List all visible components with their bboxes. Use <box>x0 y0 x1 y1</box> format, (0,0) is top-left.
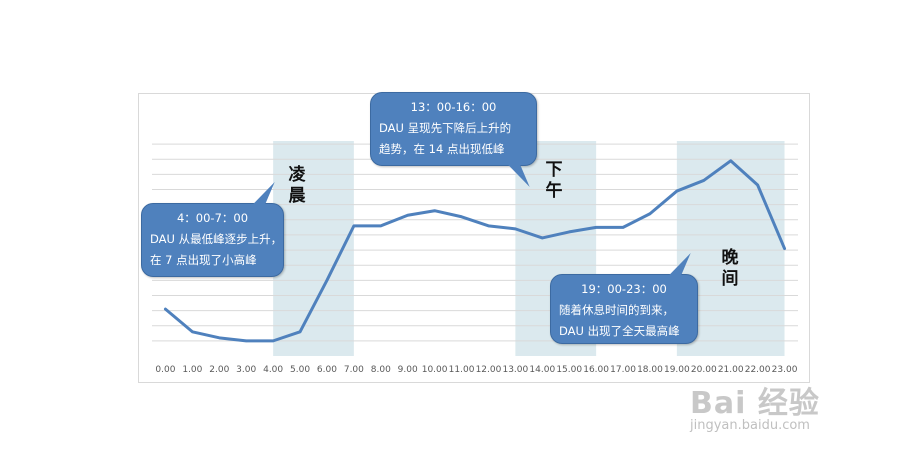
data-point <box>702 179 705 182</box>
data-point <box>594 226 598 229</box>
x-tick-label: 1.00 <box>182 365 202 375</box>
x-tick-label: 17.00 <box>610 365 636 375</box>
data-point <box>756 183 759 187</box>
data-point <box>325 279 329 282</box>
callout-evening: 19：00-23：00 随着休息时间的到来， DAU 出现了全天最高峰 <box>550 253 698 344</box>
callout-dawn-title: 4：00-7：00 <box>176 211 249 225</box>
x-tick-label: 22.00 <box>745 365 771 375</box>
x-tick-label: 14.00 <box>529 365 555 375</box>
x-tick-label: 7.00 <box>344 365 364 375</box>
data-point <box>433 209 436 212</box>
x-tick-label: 23.00 <box>772 365 798 375</box>
data-point <box>352 224 356 228</box>
band-label-evening: 晚间 <box>721 248 739 289</box>
callout-afternoon-line-1: DAU 呈现先下降后上升的 <box>379 121 512 135</box>
callout-evening-line-1: 随着休息时间的到来， <box>559 303 674 317</box>
data-point <box>298 330 302 333</box>
x-tick-label: 0.00 <box>155 365 175 375</box>
x-tick-label: 19.00 <box>664 365 690 375</box>
data-point <box>621 226 625 229</box>
data-point <box>514 227 517 231</box>
dau-series-line <box>163 159 787 343</box>
data-point <box>406 214 409 217</box>
callout-dawn: 4：00-7：00 DAU 从最低峰逐步上升， 在 7 点出现了小高峰 <box>141 182 284 277</box>
band-label-afternoon: 下午 <box>545 160 563 201</box>
x-tick-label: 16.00 <box>583 365 609 375</box>
data-point <box>460 215 463 218</box>
data-point <box>379 224 382 228</box>
x-tick-label: 11.00 <box>449 365 475 375</box>
x-tick-label: 2.00 <box>209 365 229 375</box>
x-tick-label: 5.00 <box>290 365 310 375</box>
x-tick-label: 4.00 <box>263 365 283 375</box>
x-tick-label: 20.00 <box>691 365 717 375</box>
x-tick-label: 15.00 <box>556 365 582 375</box>
callout-dawn-line-2: 在 7 点出现了小高峰 <box>150 253 257 267</box>
x-tick-label: 10.00 <box>422 365 448 375</box>
data-point <box>487 224 490 228</box>
x-tick-label: 12.00 <box>476 365 502 375</box>
callout-afternoon-line-2: 趋势，在 14 点出现低峰 <box>379 142 505 156</box>
data-point <box>675 189 679 193</box>
highlight-band-0 <box>273 141 354 356</box>
callout-afternoon-title: 13：00-16：00 <box>410 100 497 114</box>
x-tick-label: 3.00 <box>236 365 256 375</box>
data-point <box>541 236 544 240</box>
data-point <box>729 159 732 162</box>
x-tick-label: 18.00 <box>637 365 663 375</box>
x-tick-label: 9.00 <box>398 365 418 375</box>
data-point <box>271 339 275 343</box>
data-point <box>783 247 786 250</box>
callout-afternoon: 13：00-16：00 DAU 呈现先下降后上升的 趋势，在 14 点出现低峰 <box>370 92 537 187</box>
x-tick-label: 6.00 <box>317 365 337 375</box>
x-tick-label: 13.00 <box>502 365 528 375</box>
data-point <box>191 330 194 333</box>
data-point <box>568 230 571 234</box>
baidu-jingyan-watermark: Bai 经验 <box>690 386 820 421</box>
band-label-dawn: 凌晨 <box>288 165 306 206</box>
data-point <box>648 212 652 215</box>
watermark-url: jingyan.baidu.com <box>690 418 810 433</box>
data-point <box>164 307 167 311</box>
callout-evening-line-2: DAU 出现了全天最高峰 <box>559 324 680 338</box>
callout-dawn-line-1: DAU 从最低峰逐步上升， <box>150 232 283 246</box>
data-point <box>245 339 248 343</box>
callout-evening-title: 19：00-23：00 <box>581 282 667 296</box>
data-point <box>218 336 221 340</box>
x-tick-label: 8.00 <box>371 365 391 375</box>
x-tick-label: 21.00 <box>718 365 744 375</box>
